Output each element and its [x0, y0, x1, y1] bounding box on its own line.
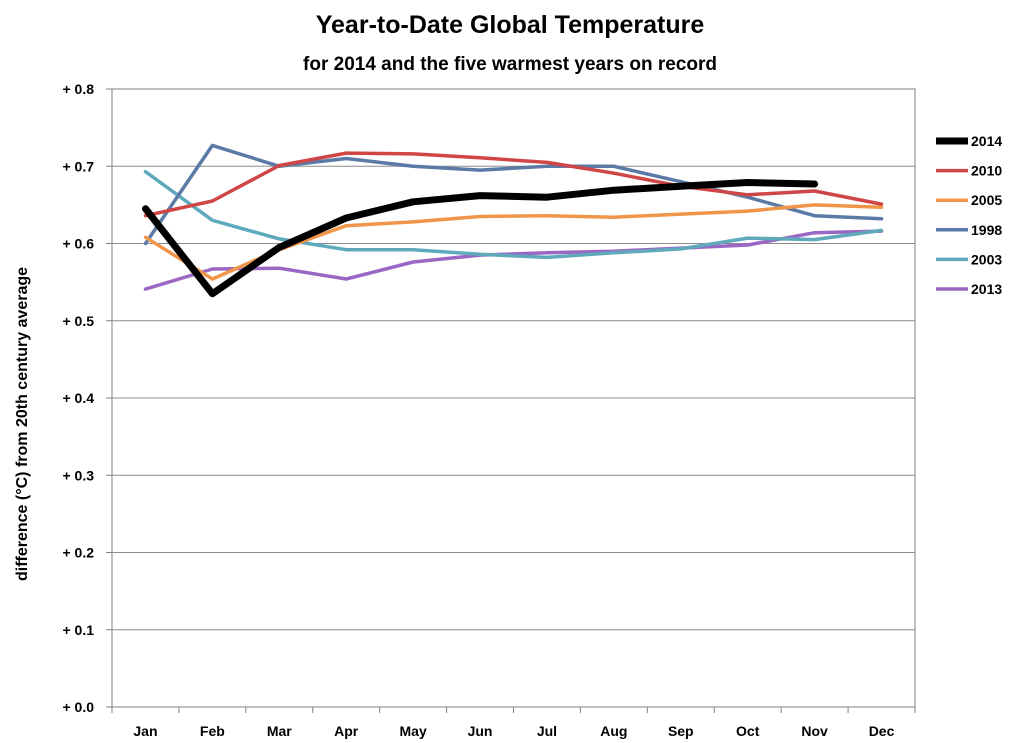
series-lines	[142, 143, 884, 298]
x-tick-label: Nov	[801, 723, 828, 739]
y-axis-ticks: + 0.0 + 0.1 + 0.2 + 0.3 + 0.4 + 0.5 + 0.6 + 0.7…	[62, 81, 112, 715]
legend-label-2014: 2014	[971, 133, 1002, 149]
y-axis-label: difference (°C) from 20th century averag…	[14, 267, 31, 581]
legend-label-2013: 2013	[971, 281, 1002, 297]
series-line-2013	[143, 229, 884, 291]
y-tick-label: + 0.7	[62, 158, 94, 174]
legend-label-2010: 2010	[971, 163, 1002, 179]
x-tick-label: Apr	[334, 723, 359, 739]
x-tick-label: Feb	[200, 723, 225, 739]
x-tick-label: Dec	[869, 723, 895, 739]
chart-title: Year-to-Date Global Temperature	[316, 11, 705, 39]
chart-subtitle: for 2014 and the five warmest years on r…	[303, 54, 717, 75]
x-tick-label: Jun	[468, 723, 493, 739]
legend-label-2003: 2003	[971, 251, 1002, 267]
legend-label-2005: 2005	[971, 192, 1002, 208]
legend-label-1998: 1998	[971, 222, 1002, 238]
x-axis-ticks: Jan Feb Mar Apr May Jun Jul Aug Sep Oct Nov Dec	[111, 707, 916, 739]
y-tick-label: + 0.6	[62, 236, 94, 252]
x-tick-label: Mar	[267, 723, 292, 739]
x-tick-label: Sep	[668, 723, 694, 739]
y-tick-label: + 0.4	[62, 390, 94, 406]
x-tick-label: Oct	[736, 723, 760, 739]
series-line-2010	[143, 151, 884, 218]
y-tick-label: + 0.0	[62, 699, 94, 715]
y-tick-label: + 0.5	[62, 313, 94, 329]
x-tick-label: Aug	[600, 723, 627, 739]
y-tick-label: + 0.2	[62, 545, 94, 561]
x-tick-label: May	[400, 723, 427, 739]
series-line-1998	[143, 143, 884, 246]
series-line-2014	[142, 179, 819, 298]
legend: 2014 2010 2005 1998 2003 2013	[936, 133, 1002, 297]
series-line-2003	[143, 169, 884, 260]
x-tick-label: Jan	[133, 723, 157, 739]
x-tick-label: Jul	[537, 723, 557, 739]
y-tick-label: + 0.1	[62, 622, 94, 638]
y-tick-label: + 0.8	[62, 81, 94, 97]
y-tick-label: + 0.3	[62, 467, 94, 483]
